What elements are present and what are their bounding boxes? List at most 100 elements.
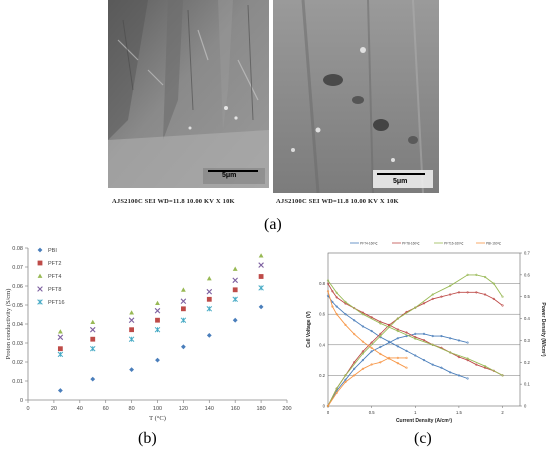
data-point	[457, 355, 461, 359]
data-point	[180, 317, 187, 323]
data-point	[414, 354, 417, 357]
data-point	[396, 317, 399, 320]
data-point	[483, 275, 487, 279]
legend-label: PFT16	[48, 300, 65, 306]
data-point	[361, 350, 365, 353]
data-point	[466, 377, 469, 380]
data-point	[258, 262, 264, 268]
legend-marker	[37, 247, 43, 253]
data-point	[396, 362, 399, 365]
y2-tick-label: 0.5	[524, 294, 530, 299]
y2-tick-label: 0.6	[524, 272, 530, 277]
data-point	[431, 297, 434, 301]
x-tick-label: 0	[327, 410, 330, 415]
series-polyline	[327, 274, 503, 407]
data-point	[483, 365, 487, 368]
series-pft16	[57, 285, 264, 358]
data-point	[353, 319, 356, 322]
y-tick-label: 0	[323, 404, 326, 409]
data-point	[396, 329, 399, 333]
data-point	[379, 352, 382, 356]
data-point	[335, 291, 338, 294]
data-point	[180, 298, 187, 304]
y2-tick-label: 0.3	[524, 338, 530, 343]
y-tick-label: 0.4	[319, 342, 325, 347]
data-point	[440, 366, 443, 369]
data-point	[90, 336, 96, 342]
polarization-chart: 0 0.2 0.4 0.6 0.8 0 0.1 0.2 0.3 0.4 0.5 0.6 0.7 0 0.5 1…	[306, 241, 546, 424]
data-point	[326, 282, 330, 285]
legend-marker	[37, 299, 43, 305]
legend-label: PBI	[48, 248, 57, 254]
data-point	[396, 337, 399, 340]
y2-tick-label: 0.1	[524, 382, 530, 387]
data-point	[344, 378, 347, 381]
legend-marker	[37, 273, 43, 278]
data-point	[258, 285, 264, 291]
panel-label-b: (b)	[138, 430, 157, 447]
data-point	[387, 323, 391, 327]
data-point	[457, 374, 461, 377]
data-point	[405, 356, 408, 360]
data-point	[440, 334, 443, 338]
data-point	[431, 293, 434, 296]
data-point	[353, 367, 356, 370]
data-point	[457, 291, 461, 294]
series-pft2	[57, 274, 264, 352]
series-line	[326, 332, 469, 408]
data-point	[258, 253, 264, 258]
data-point	[326, 290, 330, 293]
data-point	[361, 352, 365, 355]
y-axis-label: Cell Voltage (V)	[306, 311, 312, 348]
y-tick-label: 0.6	[319, 312, 325, 317]
data-point	[258, 274, 264, 279]
legend-label: PBI-160℃	[486, 241, 502, 245]
data-point	[379, 332, 382, 336]
series-pft8	[57, 262, 264, 341]
data-point	[379, 320, 382, 323]
data-point	[181, 344, 186, 350]
data-point	[232, 277, 238, 284]
data-point	[331, 305, 334, 308]
data-point	[422, 302, 426, 305]
data-point	[128, 317, 135, 323]
data-point	[232, 287, 238, 293]
data-point	[344, 302, 347, 305]
data-point	[57, 346, 63, 352]
series-line	[326, 356, 408, 408]
data-point	[466, 358, 469, 362]
data-point	[396, 345, 399, 348]
legend-label: PFT2	[48, 261, 61, 267]
data-point	[57, 334, 64, 341]
data-point	[492, 297, 495, 301]
y-tick-label: 0.05	[12, 303, 23, 309]
data-point	[449, 371, 452, 374]
data-point	[129, 310, 134, 315]
y-tick-label: 0.04	[12, 322, 23, 328]
data-point	[475, 363, 478, 366]
x-tick-label: 20	[51, 406, 57, 412]
data-point	[431, 334, 434, 338]
x-tick-label: 60	[103, 406, 109, 412]
data-point	[492, 282, 495, 285]
series-polyline	[327, 357, 407, 407]
series-line	[326, 279, 504, 377]
data-point	[206, 276, 212, 281]
data-point	[155, 300, 160, 306]
data-point	[344, 380, 347, 384]
data-point	[335, 305, 338, 308]
data-point	[414, 306, 417, 309]
data-point	[326, 279, 330, 282]
x-tick-label: 1.5	[456, 410, 462, 415]
data-point	[440, 295, 443, 298]
data-point	[206, 333, 212, 338]
data-point	[344, 300, 347, 304]
y-tick-label: 0.06	[12, 284, 23, 290]
data-point	[335, 391, 338, 395]
data-point	[379, 334, 382, 338]
data-point	[353, 374, 356, 377]
data-point	[181, 306, 186, 312]
y-tick-label: 0.08	[12, 246, 23, 252]
x-tick-label: 0	[26, 406, 29, 412]
data-point	[353, 332, 356, 336]
